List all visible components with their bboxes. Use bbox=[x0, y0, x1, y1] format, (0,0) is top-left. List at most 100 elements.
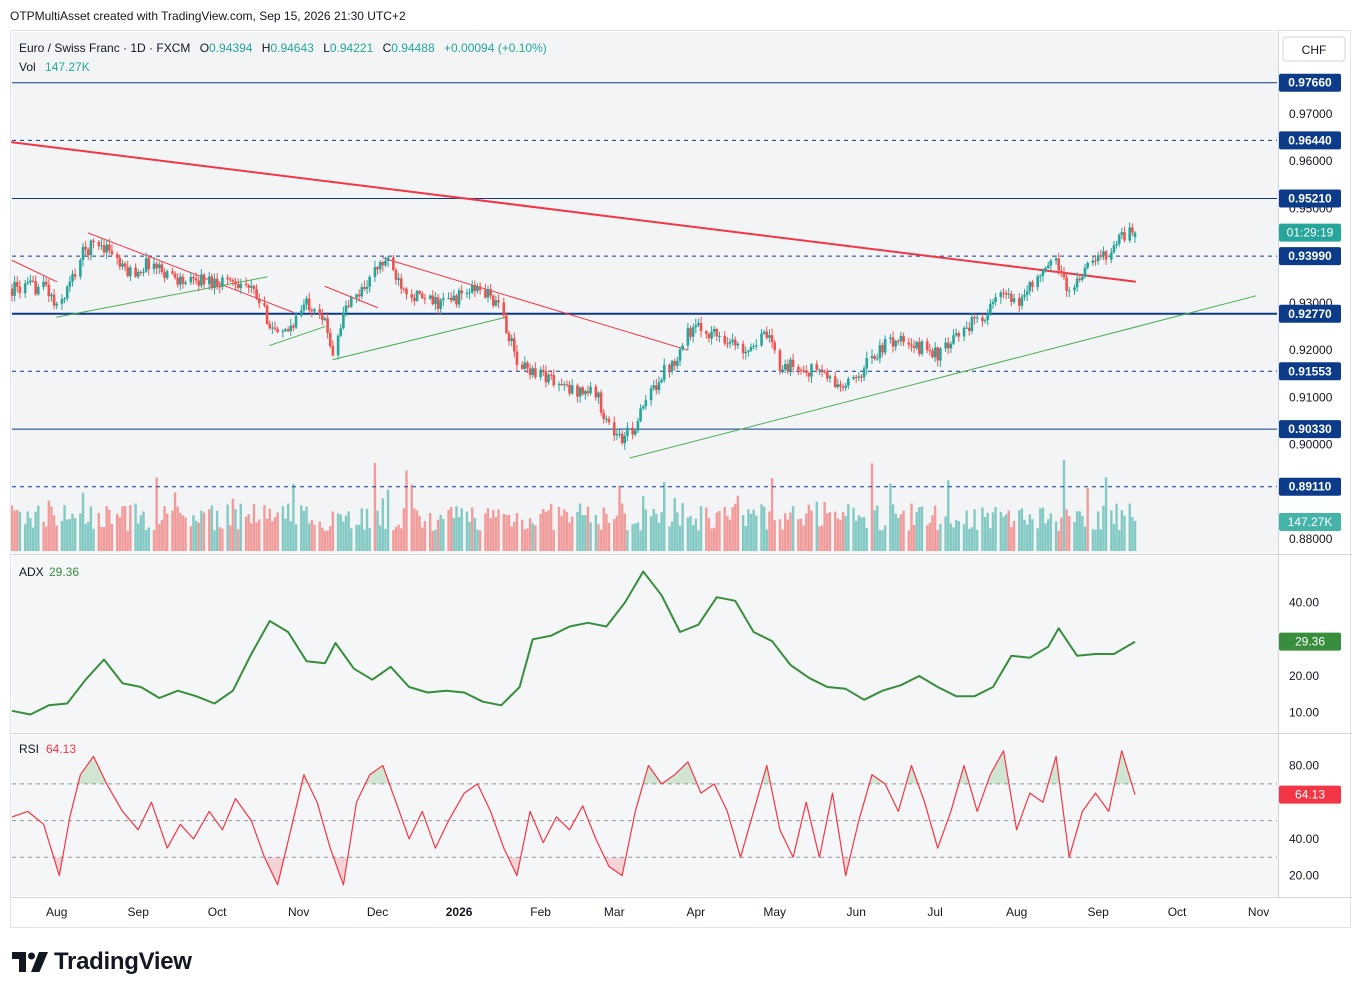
candle bbox=[15, 281, 19, 287]
volume-bar bbox=[281, 506, 285, 551]
candle bbox=[928, 350, 932, 352]
chart-canvas[interactable]: 0.970000.960000.950000.930000.920000.910… bbox=[10, 31, 1352, 929]
candle bbox=[281, 330, 285, 333]
volume-bar bbox=[731, 507, 734, 551]
volume-bar bbox=[1057, 530, 1060, 551]
volume-bar bbox=[699, 506, 703, 551]
candle bbox=[1112, 245, 1116, 253]
volume-bar bbox=[865, 528, 868, 551]
candle bbox=[568, 384, 571, 394]
candle bbox=[244, 283, 248, 286]
volume-bar bbox=[44, 526, 48, 551]
candle bbox=[105, 244, 108, 253]
candle bbox=[589, 386, 592, 394]
candle bbox=[384, 260, 387, 266]
candle bbox=[854, 377, 858, 379]
volume-bar bbox=[873, 510, 876, 551]
candle bbox=[565, 384, 569, 386]
volume-bar bbox=[155, 477, 158, 551]
adx-tick-label: 40.00 bbox=[1289, 596, 1319, 610]
volume-bar bbox=[194, 520, 198, 551]
candle bbox=[13, 281, 16, 296]
volume-bar bbox=[115, 513, 119, 551]
time-tick-label: Apr bbox=[686, 905, 705, 919]
candle bbox=[915, 342, 918, 349]
candle bbox=[118, 258, 122, 267]
candle bbox=[313, 309, 316, 312]
volume-bar bbox=[544, 511, 548, 551]
tradingview-branding[interactable]: TradingView bbox=[12, 946, 192, 978]
volume-bar bbox=[502, 513, 505, 551]
candle bbox=[799, 370, 803, 372]
candlesticks bbox=[10, 222, 1137, 450]
volume-bar bbox=[1036, 528, 1039, 551]
volume-bar bbox=[402, 508, 406, 551]
volume-bar bbox=[252, 504, 256, 551]
candle bbox=[1017, 298, 1021, 306]
candle bbox=[1110, 252, 1113, 260]
volume-bar bbox=[494, 517, 498, 551]
volume-bar bbox=[626, 530, 629, 551]
candle bbox=[652, 385, 656, 389]
time-tick-label: Oct bbox=[1168, 905, 1187, 919]
candle bbox=[907, 342, 911, 345]
candle bbox=[712, 329, 716, 332]
volume-bar bbox=[760, 504, 763, 551]
candle bbox=[44, 281, 48, 285]
candle bbox=[234, 281, 237, 285]
candle bbox=[250, 286, 253, 288]
candle bbox=[925, 341, 929, 351]
candle bbox=[804, 370, 808, 373]
candle bbox=[933, 347, 937, 358]
candle bbox=[541, 369, 545, 371]
volume-bar bbox=[747, 509, 750, 551]
candle bbox=[339, 328, 343, 336]
trendlines bbox=[11, 141, 1257, 459]
candle bbox=[896, 340, 900, 342]
candle bbox=[584, 391, 587, 395]
volume-bar bbox=[37, 505, 40, 551]
candle bbox=[783, 364, 787, 370]
level-price-tag-label: 0.91553 bbox=[1288, 364, 1332, 378]
candle bbox=[194, 278, 198, 281]
time-tick-label: Jul bbox=[927, 905, 942, 919]
candle bbox=[344, 305, 348, 313]
volume-bar bbox=[50, 506, 53, 551]
candle bbox=[510, 338, 513, 342]
volume-bar bbox=[786, 519, 790, 551]
rsi-line bbox=[11, 750, 1136, 886]
candle bbox=[520, 364, 524, 369]
volume-bar bbox=[712, 527, 716, 551]
volume-bar bbox=[781, 529, 784, 551]
volume-bar bbox=[342, 521, 345, 551]
volume-bar bbox=[392, 530, 395, 551]
currency-button[interactable]: CHF bbox=[1282, 36, 1346, 62]
candle bbox=[197, 280, 201, 286]
volume-bar bbox=[378, 525, 382, 551]
volume-bar bbox=[623, 513, 626, 551]
volume-bar bbox=[513, 521, 516, 551]
volume-bar bbox=[336, 513, 340, 551]
volume-bar bbox=[715, 512, 719, 551]
volume-bar bbox=[363, 529, 366, 551]
candle bbox=[673, 361, 677, 366]
candle bbox=[847, 378, 850, 386]
candle bbox=[423, 298, 427, 300]
candle bbox=[836, 384, 840, 387]
volume-bar bbox=[1065, 509, 1068, 551]
legend-symbol: Euro / Swiss Franc · 1D · FXCM bbox=[19, 41, 190, 55]
volume-bar bbox=[889, 483, 892, 551]
candle bbox=[226, 277, 229, 280]
volume-bar bbox=[163, 506, 166, 551]
candle bbox=[123, 263, 127, 268]
volume-bar bbox=[121, 506, 124, 551]
chart-frame[interactable]: 0.97000 0.96000 0.95000 0.93000 0.92000 0.910… bbox=[10, 30, 1352, 929]
volume-bar bbox=[436, 519, 440, 551]
adx-legend-value: 29.36 bbox=[49, 565, 79, 579]
volume-bar bbox=[1044, 523, 1047, 551]
volume-bar bbox=[528, 518, 532, 551]
volume-bar bbox=[158, 524, 161, 551]
volume-bar bbox=[310, 519, 314, 551]
candle bbox=[271, 327, 274, 329]
volume-bar bbox=[52, 515, 56, 551]
